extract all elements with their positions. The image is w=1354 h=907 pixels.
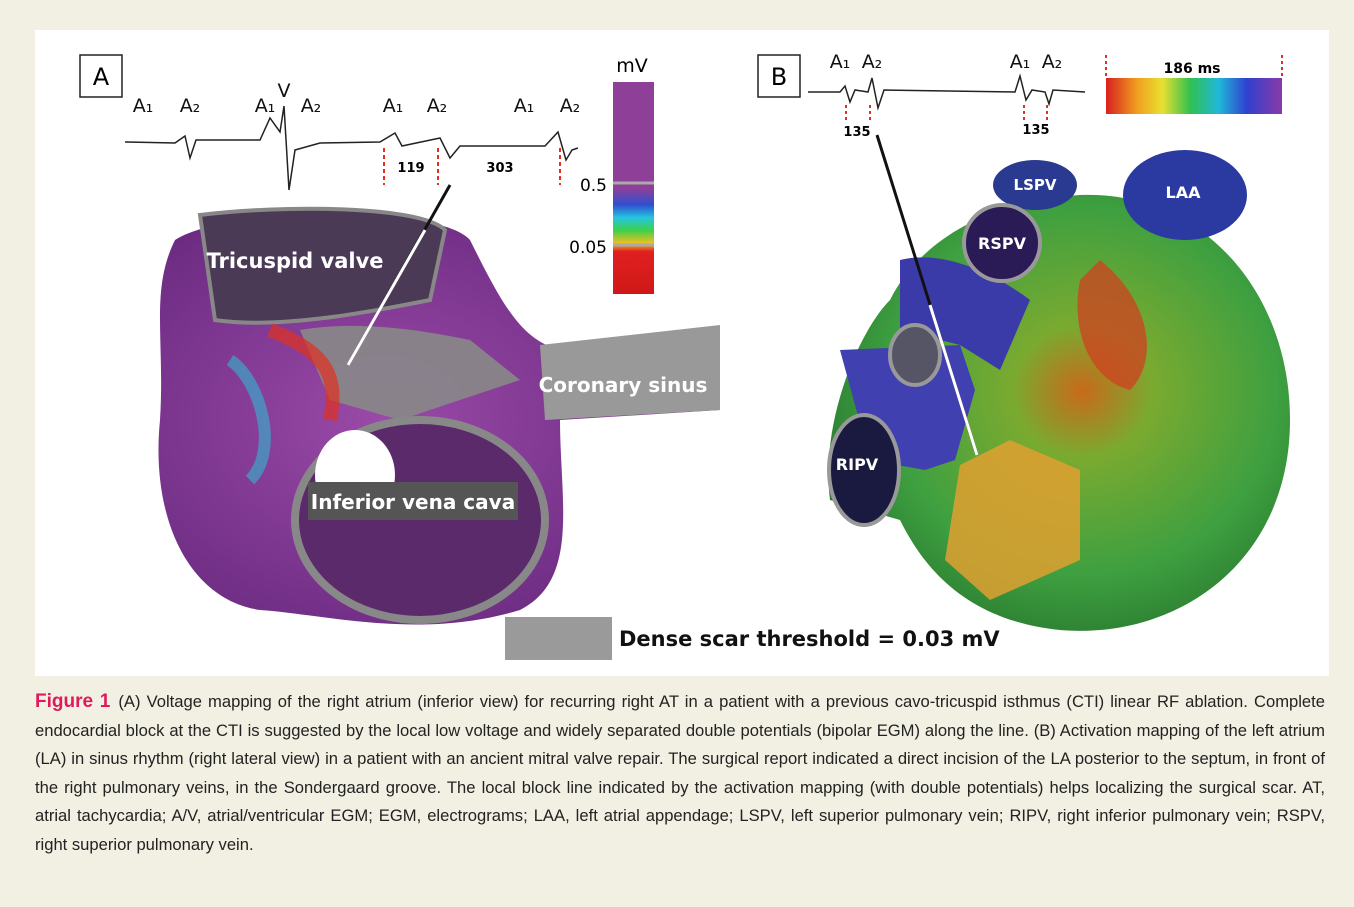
interval-label: 303 (486, 161, 513, 176)
structure-label: LAA (1166, 183, 1202, 202)
egm-label: A₂ (862, 51, 883, 73)
egm-label: A₁ (1010, 51, 1031, 73)
egm-label: A₂ (1042, 51, 1063, 73)
vein-opening (890, 325, 940, 385)
scar-legend: Dense scar threshold = 0.03 mV (619, 627, 1000, 651)
egm-label: A₁ (830, 51, 851, 73)
egm-label: A₁ (514, 95, 535, 117)
activation-colorbar (1106, 78, 1282, 114)
interval-label: 135 (843, 125, 870, 140)
interval-label: 119 (397, 161, 424, 176)
structure-label: LSPV (1014, 176, 1057, 194)
scar-swatch (505, 617, 612, 660)
egm-label: A₂ (301, 95, 322, 117)
structure-label: Coronary sinus (539, 373, 708, 397)
caption-label: Figure 1 (35, 691, 110, 712)
egm-label: A₁ (133, 95, 154, 117)
structure-label: Inferior vena cava (311, 490, 515, 514)
egm-label: A₂ (180, 95, 201, 117)
colorbar-tick-label: 0.5 (580, 176, 607, 196)
structure-label: RIPV (836, 455, 879, 474)
egm-label: V (278, 80, 291, 102)
panel-label: A (93, 63, 110, 91)
colorbar-unit: mV (616, 55, 648, 77)
interval-label: 135 (1022, 123, 1049, 138)
figure: A A₁ A₂ A₁ V A₂ A₁ A₂ A₁ A₂ 119 303 mV 0… (35, 30, 1329, 676)
voltage-colorbar (613, 82, 654, 294)
egm-label: A₁ (255, 95, 276, 117)
caption: Figure 1(A) Voltage mapping of the right… (35, 688, 1325, 860)
structure-label: RSPV (978, 234, 1027, 253)
page: A A₁ A₂ A₁ V A₂ A₁ A₂ A₁ A₂ 119 303 mV 0… (0, 0, 1354, 907)
egm-label: A₁ (383, 95, 404, 117)
panel-label: B (771, 63, 787, 91)
caption-text: (A) Voltage mapping of the right atrium … (35, 692, 1325, 854)
colorbar-tick-label: 0.05 (569, 238, 607, 258)
colorbar-label: 186 ms (1163, 61, 1220, 77)
structure-label: Tricuspid valve (206, 249, 383, 273)
egm-label: A₂ (560, 95, 581, 117)
egm-label: A₂ (427, 95, 448, 117)
